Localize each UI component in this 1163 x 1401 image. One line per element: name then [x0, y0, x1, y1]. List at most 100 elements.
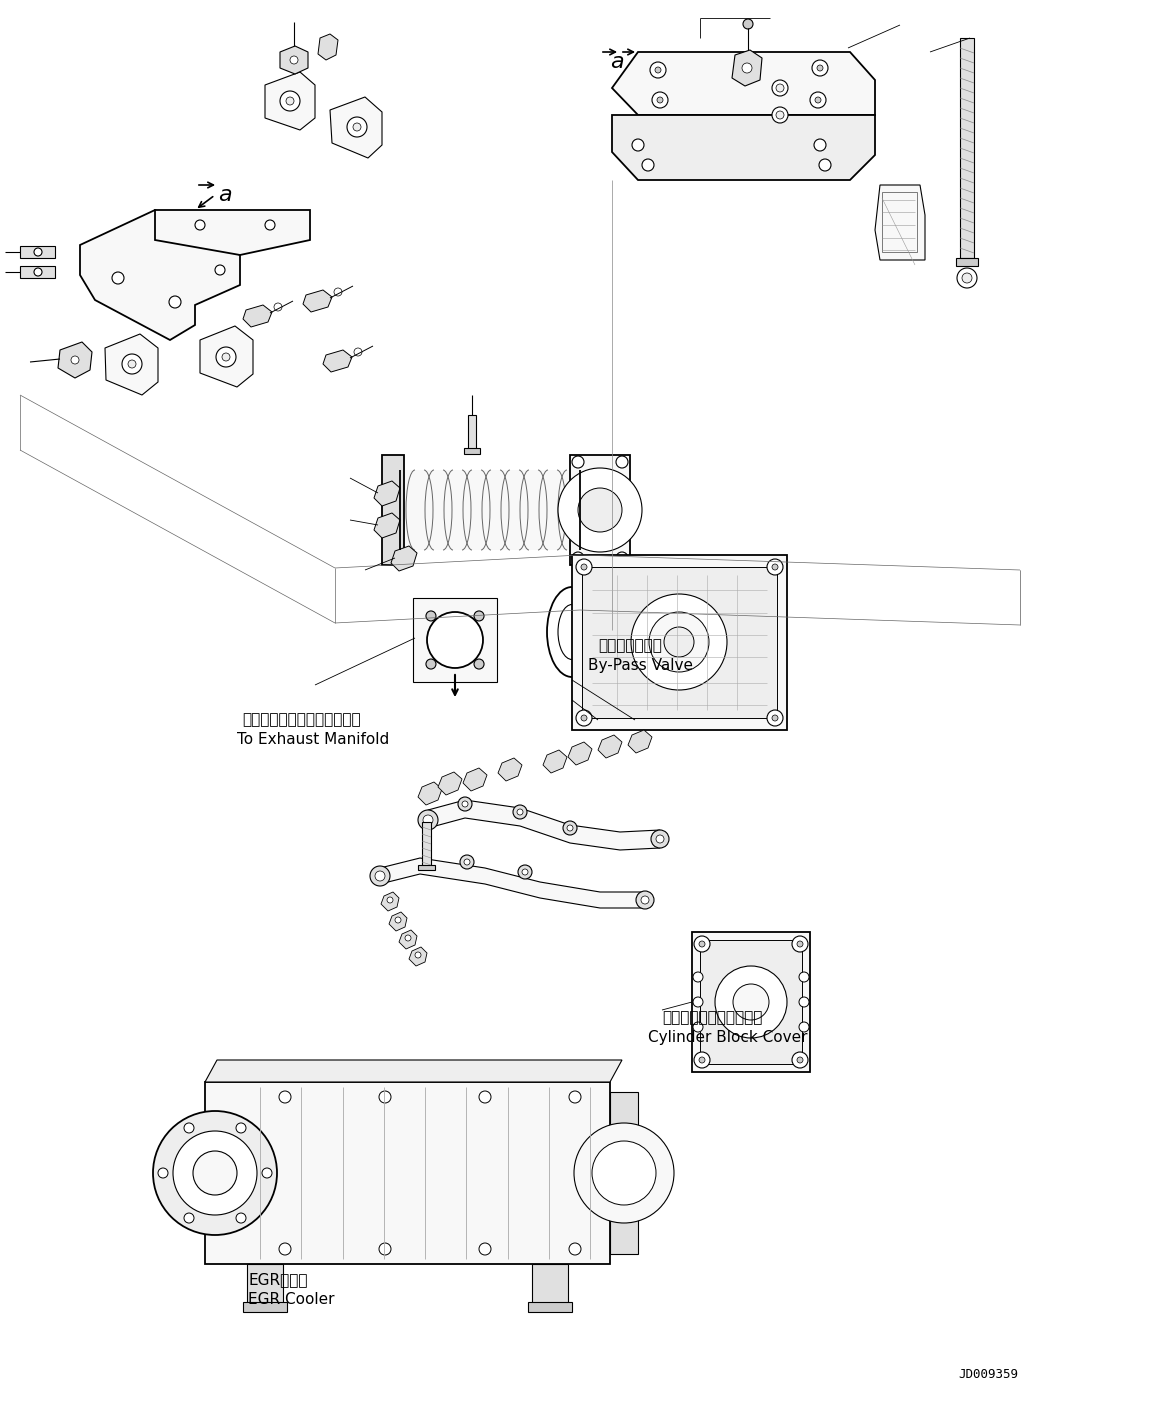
Circle shape: [664, 628, 694, 657]
Text: a: a: [611, 52, 623, 71]
Circle shape: [236, 1124, 247, 1133]
Polygon shape: [543, 750, 568, 773]
Bar: [418, 864, 435, 870]
Polygon shape: [568, 743, 592, 765]
Bar: [531, 1264, 568, 1306]
Circle shape: [582, 715, 587, 722]
Circle shape: [576, 710, 592, 726]
Bar: [692, 932, 809, 1072]
Polygon shape: [391, 546, 418, 572]
Bar: [381, 455, 404, 565]
Circle shape: [347, 118, 368, 137]
Polygon shape: [20, 266, 55, 277]
Circle shape: [34, 268, 42, 276]
Polygon shape: [243, 305, 272, 326]
Circle shape: [592, 1140, 656, 1205]
Text: EGR Cooler: EGR Cooler: [248, 1292, 335, 1307]
Bar: [611, 1091, 638, 1254]
Circle shape: [568, 825, 573, 831]
Polygon shape: [374, 481, 400, 506]
Circle shape: [265, 220, 274, 230]
Circle shape: [479, 1091, 491, 1103]
Bar: [956, 258, 978, 266]
Circle shape: [279, 1243, 291, 1255]
Polygon shape: [323, 350, 352, 373]
Polygon shape: [875, 185, 925, 261]
Bar: [422, 822, 431, 867]
Circle shape: [799, 998, 809, 1007]
Circle shape: [636, 891, 654, 909]
Circle shape: [693, 1021, 702, 1033]
Bar: [205, 1082, 611, 1264]
Circle shape: [395, 918, 401, 923]
Text: To Exhaust Manifold: To Exhaust Manifold: [237, 731, 390, 747]
Polygon shape: [330, 97, 381, 158]
Circle shape: [792, 936, 808, 953]
Circle shape: [195, 220, 205, 230]
Circle shape: [743, 20, 752, 29]
Text: EGRクーラ: EGRクーラ: [248, 1272, 307, 1288]
Circle shape: [334, 289, 342, 296]
Circle shape: [71, 356, 79, 364]
Circle shape: [578, 488, 622, 532]
Circle shape: [652, 92, 668, 108]
Circle shape: [279, 1091, 291, 1103]
Circle shape: [693, 972, 702, 982]
Polygon shape: [428, 800, 659, 850]
Circle shape: [797, 941, 802, 947]
Circle shape: [694, 1052, 709, 1068]
Polygon shape: [155, 210, 311, 255]
Circle shape: [354, 123, 361, 132]
Circle shape: [799, 1021, 809, 1033]
Bar: [959, 38, 973, 258]
Circle shape: [475, 658, 484, 670]
Circle shape: [776, 84, 784, 92]
Circle shape: [415, 953, 421, 958]
Polygon shape: [400, 469, 580, 551]
Circle shape: [475, 611, 484, 621]
Polygon shape: [582, 567, 777, 717]
Circle shape: [274, 303, 281, 311]
Polygon shape: [399, 930, 418, 948]
Circle shape: [215, 265, 224, 275]
Circle shape: [632, 139, 644, 151]
Bar: [247, 1264, 283, 1306]
Polygon shape: [409, 947, 427, 967]
Circle shape: [815, 97, 821, 104]
Circle shape: [222, 353, 230, 361]
Circle shape: [169, 296, 181, 308]
Circle shape: [693, 998, 702, 1007]
Circle shape: [772, 106, 789, 123]
Circle shape: [518, 808, 523, 815]
Polygon shape: [612, 115, 875, 179]
Polygon shape: [265, 71, 315, 130]
Circle shape: [699, 1056, 705, 1063]
Circle shape: [742, 63, 752, 73]
Bar: [700, 940, 802, 1063]
Circle shape: [962, 273, 972, 283]
Circle shape: [657, 97, 663, 104]
Circle shape: [286, 97, 294, 105]
Circle shape: [379, 1091, 391, 1103]
Circle shape: [632, 594, 727, 691]
Circle shape: [768, 559, 783, 574]
Polygon shape: [598, 736, 622, 758]
Circle shape: [616, 455, 628, 468]
Circle shape: [158, 1168, 167, 1178]
Circle shape: [418, 810, 438, 829]
Circle shape: [280, 91, 300, 111]
Polygon shape: [388, 912, 407, 932]
Circle shape: [374, 871, 385, 881]
Bar: [243, 1302, 287, 1311]
Bar: [528, 1302, 572, 1311]
Circle shape: [387, 897, 393, 904]
Circle shape: [819, 158, 832, 171]
Circle shape: [184, 1213, 194, 1223]
Circle shape: [122, 354, 142, 374]
Circle shape: [518, 864, 531, 878]
Bar: [882, 192, 916, 252]
Circle shape: [809, 92, 826, 108]
Polygon shape: [570, 455, 630, 565]
Polygon shape: [205, 1061, 622, 1082]
Polygon shape: [20, 247, 55, 258]
